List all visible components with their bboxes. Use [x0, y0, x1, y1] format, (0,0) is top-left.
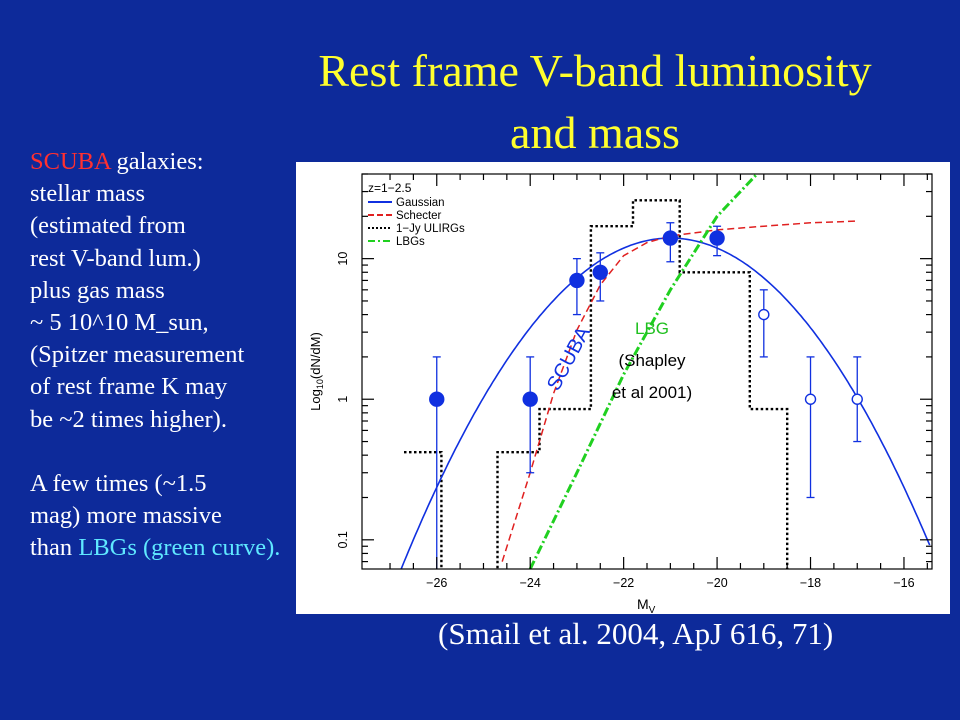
plot-area — [400, 174, 931, 569]
title-line-2: and mass — [510, 107, 680, 158]
x-tick-label: −16 — [893, 576, 914, 590]
lbg-annotation-year: et al 2001) — [612, 383, 692, 402]
gaussian-curve — [400, 237, 931, 569]
scuba-annotation: SCUBA — [543, 323, 595, 395]
lbg-annotation: LBG — [635, 319, 669, 338]
y-tick-label: 10 — [336, 252, 350, 266]
data-point-filled — [569, 272, 585, 289]
citation: (Smail et al. 2004, ApJ 616, 71) — [438, 616, 834, 651]
x-axis-label-sub: V — [649, 605, 656, 614]
side-text-galaxies: galaxies: — [110, 148, 204, 175]
x-tick-label: −24 — [520, 576, 541, 590]
legend-title: z=1−2.5 — [368, 181, 412, 195]
scuba-word: SCUBA — [30, 148, 111, 175]
chart-panel: −26 −24 −22 −20 −18 −16 0.1 1 10 MV Log10(dN/dM) z=… — [296, 162, 950, 616]
data-point-open — [758, 308, 770, 321]
data-point-filled — [662, 230, 679, 246]
side-line-6: ~ 5 10^10 M_sun, — [30, 309, 209, 337]
legend-label: LBGs — [396, 236, 425, 248]
side-line-4: rest V-band lum.) — [30, 244, 201, 272]
data-point-open — [851, 393, 863, 405]
data-point-filled — [592, 264, 608, 280]
y-axis-label-rest: (dN/dM) — [308, 332, 323, 379]
luminosity-function-chart: −26 −24 −22 −20 −18 −16 0.1 1 10 MV Log10(dN/dM) z=… — [308, 173, 933, 616]
data-point-filled — [709, 230, 725, 246]
x-axis-label: MV — [637, 596, 656, 614]
x-tick-label: −20 — [706, 576, 727, 590]
side-line-7: (Spitzer measurement — [30, 341, 245, 369]
data-point-open — [804, 393, 817, 405]
side-text: SCUBA galaxies: stellar mass (estimated … — [30, 146, 360, 564]
y-tick-label: 1 — [336, 396, 350, 403]
legend-label: 1−Jy ULIRGs — [396, 223, 465, 235]
side-line-12: than LBGs (green curve). — [30, 532, 360, 564]
data-point-filled — [522, 391, 538, 407]
x-tick-label: −26 — [426, 576, 447, 590]
side-line-3: (estimated from — [30, 212, 186, 240]
lbg-curve — [528, 174, 760, 569]
side-line-11: mag) more massive — [30, 502, 222, 530]
side-line-2: stellar mass — [30, 180, 145, 208]
y-axis-label: Log10(dN/dM) — [308, 332, 325, 411]
side-text-than: than — [30, 534, 79, 562]
ulirg-histogram — [404, 199, 789, 569]
side-line-5: plus gas mass — [30, 276, 165, 304]
y-tick-label: 0.1 — [336, 531, 350, 548]
side-line-8: of rest frame K may — [30, 373, 228, 401]
y-axis-label-sub: 10 — [315, 379, 325, 389]
legend-label: Schecter — [396, 210, 442, 222]
title-line-1: Rest frame V-band luminosity — [318, 45, 872, 96]
data-point-filled — [429, 391, 445, 407]
x-tick-label: −22 — [613, 576, 634, 590]
side-line-1: SCUBA galaxies: — [30, 146, 360, 178]
side-line-10: A few times (~1.5 — [30, 469, 207, 497]
lbg-word: LBGs (green curve). — [78, 534, 281, 562]
lbg-annotation-shapley: (Shapley — [618, 351, 686, 370]
slide-title: Rest frame V-band luminosity and mass — [250, 40, 940, 164]
schecter-curve — [501, 220, 858, 562]
legend-label: Gaussian — [396, 197, 445, 209]
side-line-9: be ~2 times higher). — [30, 405, 227, 433]
x-tick-label: −18 — [800, 576, 821, 590]
